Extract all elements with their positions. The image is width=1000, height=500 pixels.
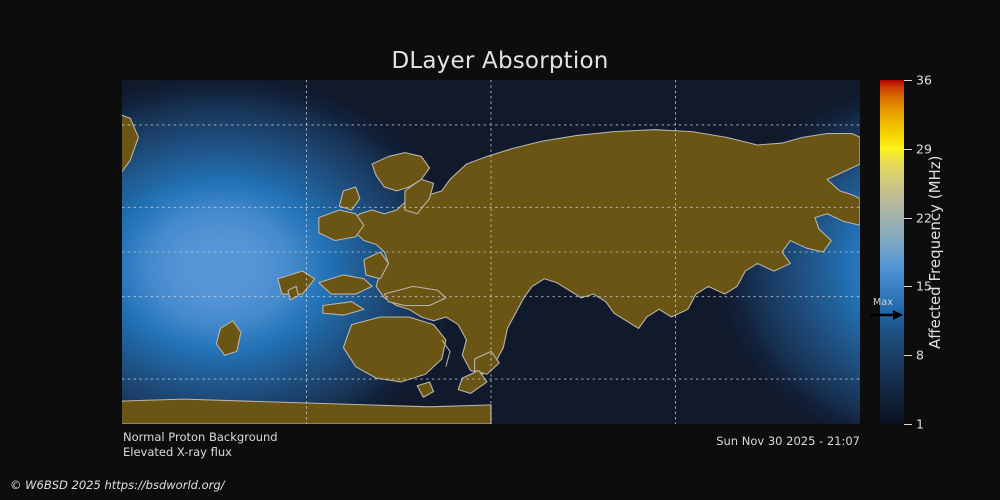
colorbar-tick-22 — [904, 217, 912, 219]
iberia-landmass — [318, 209, 365, 242]
philippines-landmass — [363, 251, 390, 280]
madagascar-landmass — [215, 320, 242, 356]
colorbar-tick-label-8: 8 — [916, 347, 924, 363]
note-proton-background: Normal Proton Background — [123, 430, 278, 444]
colorbar-tick-8 — [904, 355, 912, 357]
colorbar-axis-label: Affected Frequency (MHz) — [926, 155, 944, 349]
greenland-landmass — [122, 114, 139, 173]
colorbar-tick-label-1: 1 — [916, 416, 924, 432]
colorbar-tick-label-36: 36 — [916, 72, 932, 88]
antarctica-landmass — [122, 398, 492, 424]
borneo-landmass — [318, 274, 373, 295]
note-xray-flux: Elevated X-ray flux — [123, 445, 232, 459]
world-map-svg — [122, 80, 860, 424]
colorbar-tick-15 — [904, 286, 912, 288]
map-gridlines — [122, 80, 860, 424]
colorbar-tick-label-29: 29 — [916, 141, 932, 157]
british-isles — [338, 186, 361, 211]
world-map-panel[interactable] — [122, 80, 860, 424]
colorbar-tick-1 — [904, 424, 912, 425]
colorbar-tick-29 — [904, 148, 912, 150]
australia-landmass — [342, 316, 447, 383]
java-landmass — [322, 301, 365, 316]
new-zealand-south-island — [457, 369, 488, 394]
colorbar-gradient — [880, 80, 904, 424]
new-guinea-landmass — [383, 285, 447, 307]
timestamp-label: Sun Nov 30 2025 - 21:07 — [716, 434, 860, 448]
colorbar[interactable]: 1 8 15 22 29 36 — [880, 73, 932, 432]
japan-landmass — [404, 178, 435, 215]
tasmania-landmass — [416, 381, 435, 398]
copyright-label: © W6BSD 2025 https://bsdworld.org/ — [10, 478, 225, 492]
new-zealand-north-island — [474, 350, 500, 375]
colorbar-tick-36 — [904, 80, 912, 81]
page-title: DLayer Absorption — [391, 48, 609, 74]
coastline-detail — [441, 339, 451, 367]
colorbar-tick-label-22: 22 — [916, 210, 932, 226]
sumatra-landmass — [277, 270, 316, 295]
colorbar-tick-label-15: 15 — [916, 278, 932, 294]
